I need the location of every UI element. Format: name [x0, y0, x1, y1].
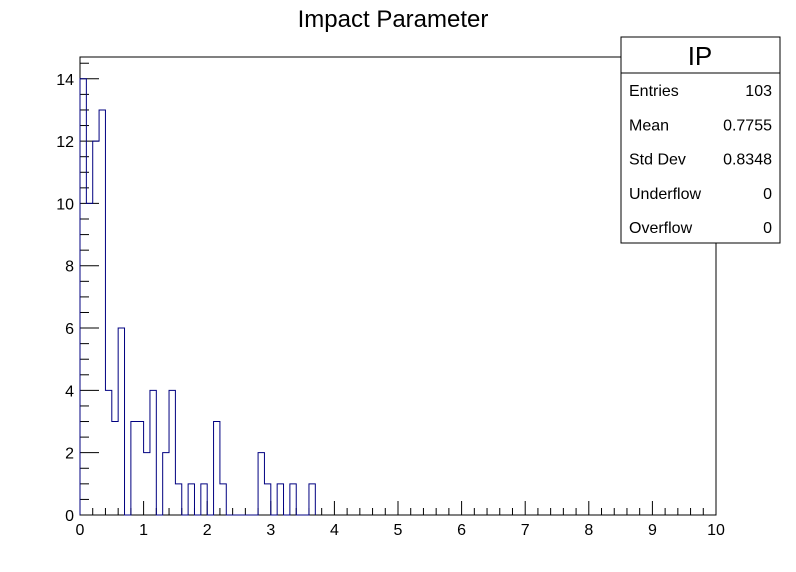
histogram-series — [79, 78, 316, 516]
y-tick-label: 4 — [65, 383, 74, 400]
stats-label: Overflow — [629, 220, 693, 237]
x-tick-label: 4 — [330, 522, 339, 539]
x-tick-label: 3 — [266, 522, 275, 539]
stats-label: Mean — [629, 117, 669, 134]
x-tick-label: 7 — [521, 522, 530, 539]
stats-box: IP Entries 103 Mean 0.7755 Std Dev 0.8348 Unde… — [620, 36, 781, 244]
stats-box-rows: Entries 103 Mean 0.7755 Std Dev 0.8348 Underfl… — [629, 83, 772, 237]
y-tick-label: 6 — [65, 321, 74, 338]
stats-label: Std Dev — [629, 152, 686, 169]
x-tick-label: 5 — [394, 522, 403, 539]
y-tick-labels: 0 2 4 6 8 10 12 14 — [56, 72, 74, 525]
y-tick-label: 0 — [65, 508, 74, 525]
x-tick-label: 10 — [707, 522, 725, 539]
y-tick-label: 10 — [56, 196, 74, 213]
y-tick-label: 12 — [56, 134, 74, 151]
y-tick-label: 8 — [65, 259, 74, 276]
stats-box-title: IP — [688, 41, 713, 71]
x-tick-labels: 0 1 2 3 4 5 6 7 8 9 10 — [76, 522, 725, 539]
stats-box-frame — [620, 36, 781, 244]
x-tick-label: 0 — [76, 522, 85, 539]
stats-label: Underflow — [629, 186, 701, 203]
stats-value: 0.8348 — [723, 152, 772, 169]
stats-value: 103 — [745, 83, 772, 100]
x-tick-label: 1 — [139, 522, 148, 539]
x-tick-label: 2 — [203, 522, 212, 539]
x-tick-label: 9 — [648, 522, 657, 539]
x-tick-label: 8 — [584, 522, 593, 539]
y-tick-label: 2 — [65, 446, 74, 463]
x-tick-label: 6 — [457, 522, 466, 539]
stats-label: Entries — [629, 83, 679, 100]
stats-value: 0 — [763, 186, 772, 203]
stats-value: 0 — [763, 220, 772, 237]
stats-value: 0.7755 — [723, 117, 772, 134]
chart-title: Impact Parameter — [298, 6, 489, 33]
y-tick-label: 14 — [56, 72, 74, 89]
